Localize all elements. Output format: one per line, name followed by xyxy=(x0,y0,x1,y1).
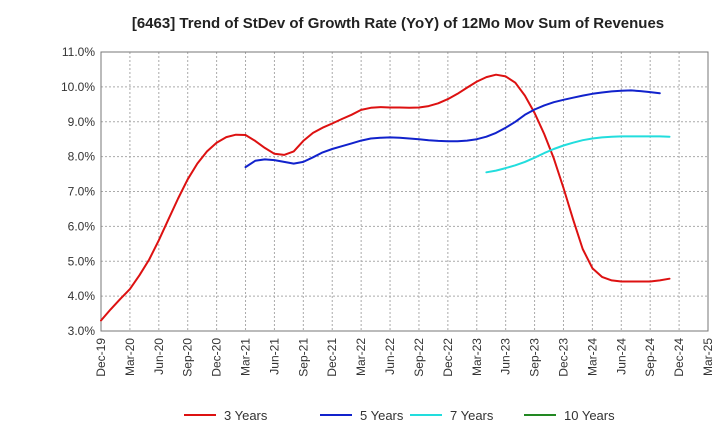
x-tick-label: Jun-22 xyxy=(383,338,397,375)
legend-label-10-years: 10 Years xyxy=(564,408,615,423)
y-tick-label: 5.0% xyxy=(68,254,96,268)
x-tick-label: Dec-21 xyxy=(325,338,339,377)
x-tick-label: Sep-21 xyxy=(296,338,310,377)
x-tick-label: Mar-20 xyxy=(123,338,137,376)
x-tick-label: Jun-24 xyxy=(614,338,628,375)
plot-area xyxy=(100,51,709,332)
legend-label-3-years: 3 Years xyxy=(224,408,268,423)
x-tick-label: Dec-20 xyxy=(210,338,224,377)
x-tick-label: Sep-24 xyxy=(643,338,657,377)
x-tick-label: Mar-22 xyxy=(354,338,368,376)
y-tick-label: 9.0% xyxy=(68,115,96,129)
x-tick-label: Dec-19 xyxy=(94,338,108,377)
chart-title: [6463] Trend of StDev of Growth Rate (Yo… xyxy=(132,15,664,32)
y-axis: 3.0% 4.0% 5.0% 6.0% 7.0% 8.0% 9.0% 10.0% 11.0% xyxy=(61,45,95,338)
y-tick-label: 7.0% xyxy=(68,185,96,199)
x-tick-label: Jun-21 xyxy=(267,338,281,375)
x-tick-label: Sep-22 xyxy=(412,338,426,377)
x-tick-label: Mar-25 xyxy=(701,338,715,376)
y-tick-label: 8.0% xyxy=(68,150,96,164)
x-tick-label: Mar-24 xyxy=(585,338,599,376)
y-tick-label: 3.0% xyxy=(68,324,96,338)
y-tick-label: 4.0% xyxy=(68,289,96,303)
legend: 3 Years 5 Years 7 Years 10 Years xyxy=(184,408,615,423)
gridlines xyxy=(100,51,709,332)
x-tick-label: Mar-21 xyxy=(239,338,253,376)
y-tick-label: 10.0% xyxy=(61,80,95,94)
y-tick-label: 6.0% xyxy=(68,219,96,233)
x-axis: Dec-19 Mar-20 Jun-20 Sep-20 Dec-20 Mar-21 Jun-… xyxy=(94,338,715,377)
x-tick-label: Dec-23 xyxy=(556,338,570,377)
x-tick-label: Mar-23 xyxy=(470,338,484,376)
series-lines xyxy=(100,73,671,322)
legend-label-5-years: 5 Years xyxy=(360,408,404,423)
series-line-3-years xyxy=(100,73,671,322)
series-line-5-years xyxy=(244,89,661,169)
x-tick-label: Sep-23 xyxy=(528,338,542,377)
x-tick-label: Sep-20 xyxy=(181,338,195,377)
y-tick-label: 11.0% xyxy=(62,45,95,59)
x-tick-label: Jun-20 xyxy=(152,338,166,375)
x-tick-label: Jun-23 xyxy=(499,338,513,375)
x-tick-label: Dec-24 xyxy=(672,338,686,377)
legend-label-7-years: 7 Years xyxy=(450,408,494,423)
series-line-7-years xyxy=(485,135,671,174)
x-tick-label: Dec-22 xyxy=(441,338,455,377)
